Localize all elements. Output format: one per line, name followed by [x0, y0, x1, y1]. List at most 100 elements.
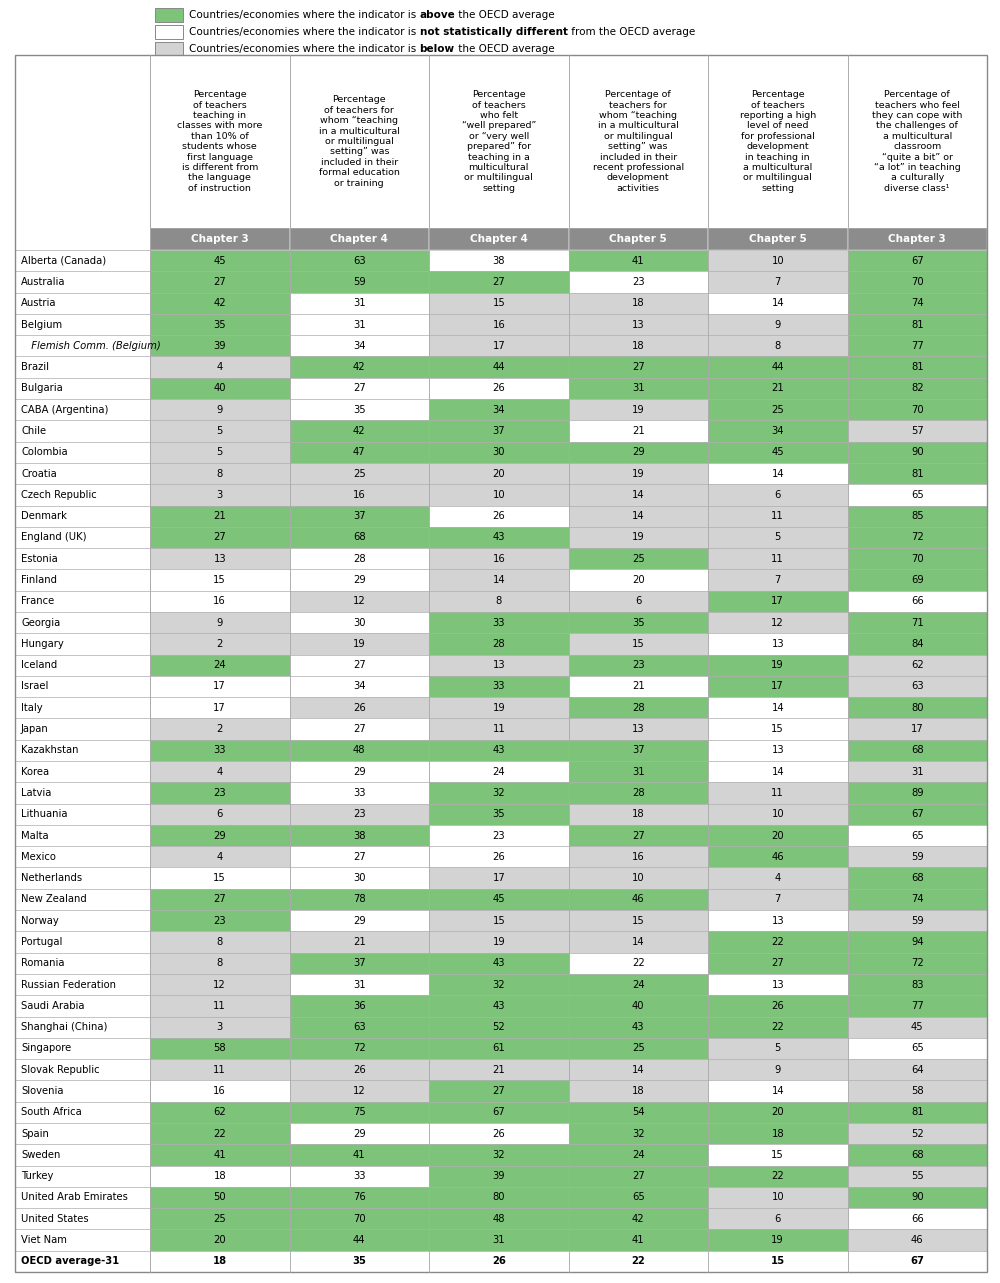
Bar — [290, 612, 429, 634]
Bar — [150, 1038, 290, 1058]
Bar — [708, 1123, 848, 1144]
Bar — [429, 228, 568, 250]
Text: 27: 27 — [353, 852, 366, 862]
Bar — [15, 570, 150, 590]
Text: 22: 22 — [632, 958, 645, 969]
Text: OECD average-31: OECD average-31 — [21, 1256, 119, 1266]
Bar — [848, 250, 987, 271]
Bar — [290, 548, 429, 570]
Bar — [15, 527, 150, 548]
Text: 72: 72 — [353, 1043, 366, 1053]
Bar — [290, 570, 429, 590]
Text: 31: 31 — [353, 298, 366, 308]
Bar — [429, 570, 568, 590]
Bar — [708, 570, 848, 590]
Bar — [848, 293, 987, 314]
Bar — [150, 1016, 290, 1038]
Bar — [708, 1209, 848, 1229]
Bar — [568, 634, 708, 654]
Bar — [429, 441, 568, 463]
Text: 21: 21 — [632, 681, 645, 692]
Text: 26: 26 — [353, 703, 366, 713]
Text: 17: 17 — [213, 703, 226, 713]
Text: 25: 25 — [632, 1043, 645, 1053]
Bar — [429, 612, 568, 634]
Bar — [15, 1187, 150, 1209]
Text: 18: 18 — [771, 1129, 784, 1138]
Text: 44: 44 — [353, 1236, 366, 1245]
Bar — [15, 421, 150, 441]
Bar — [708, 1251, 848, 1271]
Bar — [568, 1165, 708, 1187]
Text: 48: 48 — [353, 745, 366, 756]
Text: 42: 42 — [632, 1214, 645, 1224]
Bar — [150, 1165, 290, 1187]
Bar — [155, 42, 183, 56]
Text: 24: 24 — [632, 979, 645, 989]
Text: France: France — [21, 597, 54, 607]
Text: Romania: Romania — [21, 958, 64, 969]
Bar — [290, 847, 429, 867]
Text: 65: 65 — [632, 1192, 645, 1202]
Text: 90: 90 — [911, 448, 924, 457]
Text: 65: 65 — [911, 1043, 924, 1053]
Bar — [848, 1251, 987, 1271]
Text: 5: 5 — [775, 1043, 781, 1053]
Bar — [150, 441, 290, 463]
Bar — [708, 974, 848, 996]
Text: 80: 80 — [492, 1192, 505, 1202]
Text: 84: 84 — [911, 639, 924, 649]
Text: 23: 23 — [632, 277, 645, 287]
Bar — [15, 783, 150, 803]
Bar — [429, 803, 568, 825]
Text: 21: 21 — [353, 937, 366, 947]
Bar — [15, 484, 150, 506]
Bar — [708, 463, 848, 484]
Text: 30: 30 — [353, 617, 366, 627]
Bar — [568, 1080, 708, 1102]
Bar — [568, 548, 708, 570]
Bar — [150, 825, 290, 847]
Bar — [290, 718, 429, 740]
Text: 69: 69 — [911, 575, 924, 585]
Bar — [848, 825, 987, 847]
Bar — [848, 1102, 987, 1123]
Text: 8: 8 — [775, 341, 781, 350]
Text: Percentage
of teachers
reporting a high
level of need
for professional
developme: Percentage of teachers reporting a high … — [740, 90, 816, 192]
Text: 13: 13 — [632, 724, 645, 734]
Bar — [15, 548, 150, 570]
Text: 22: 22 — [213, 1129, 226, 1138]
Bar — [848, 761, 987, 783]
Text: 32: 32 — [492, 788, 505, 798]
Bar — [708, 314, 848, 335]
Bar — [15, 399, 150, 421]
Text: Finland: Finland — [21, 575, 57, 585]
Text: 34: 34 — [353, 341, 366, 350]
Text: 43: 43 — [492, 745, 505, 756]
Bar — [429, 314, 568, 335]
Bar — [15, 974, 150, 996]
Bar — [150, 590, 290, 612]
Text: Korea: Korea — [21, 767, 49, 776]
Bar — [290, 527, 429, 548]
Text: Mexico: Mexico — [21, 852, 56, 862]
Text: 17: 17 — [771, 597, 784, 607]
Text: 64: 64 — [911, 1065, 924, 1075]
Bar — [290, 1038, 429, 1058]
Bar — [150, 1102, 290, 1123]
Bar — [150, 889, 290, 910]
Text: 89: 89 — [911, 788, 924, 798]
Bar — [568, 55, 708, 228]
Bar — [290, 335, 429, 357]
Bar — [708, 783, 848, 803]
Text: Shanghai (China): Shanghai (China) — [21, 1023, 107, 1032]
Text: 11: 11 — [771, 788, 784, 798]
Bar — [708, 718, 848, 740]
Bar — [429, 484, 568, 506]
Bar — [568, 527, 708, 548]
Text: 13: 13 — [492, 661, 505, 670]
Bar — [848, 867, 987, 889]
Bar — [150, 654, 290, 676]
Bar — [708, 889, 848, 910]
Text: Japan: Japan — [21, 724, 49, 734]
